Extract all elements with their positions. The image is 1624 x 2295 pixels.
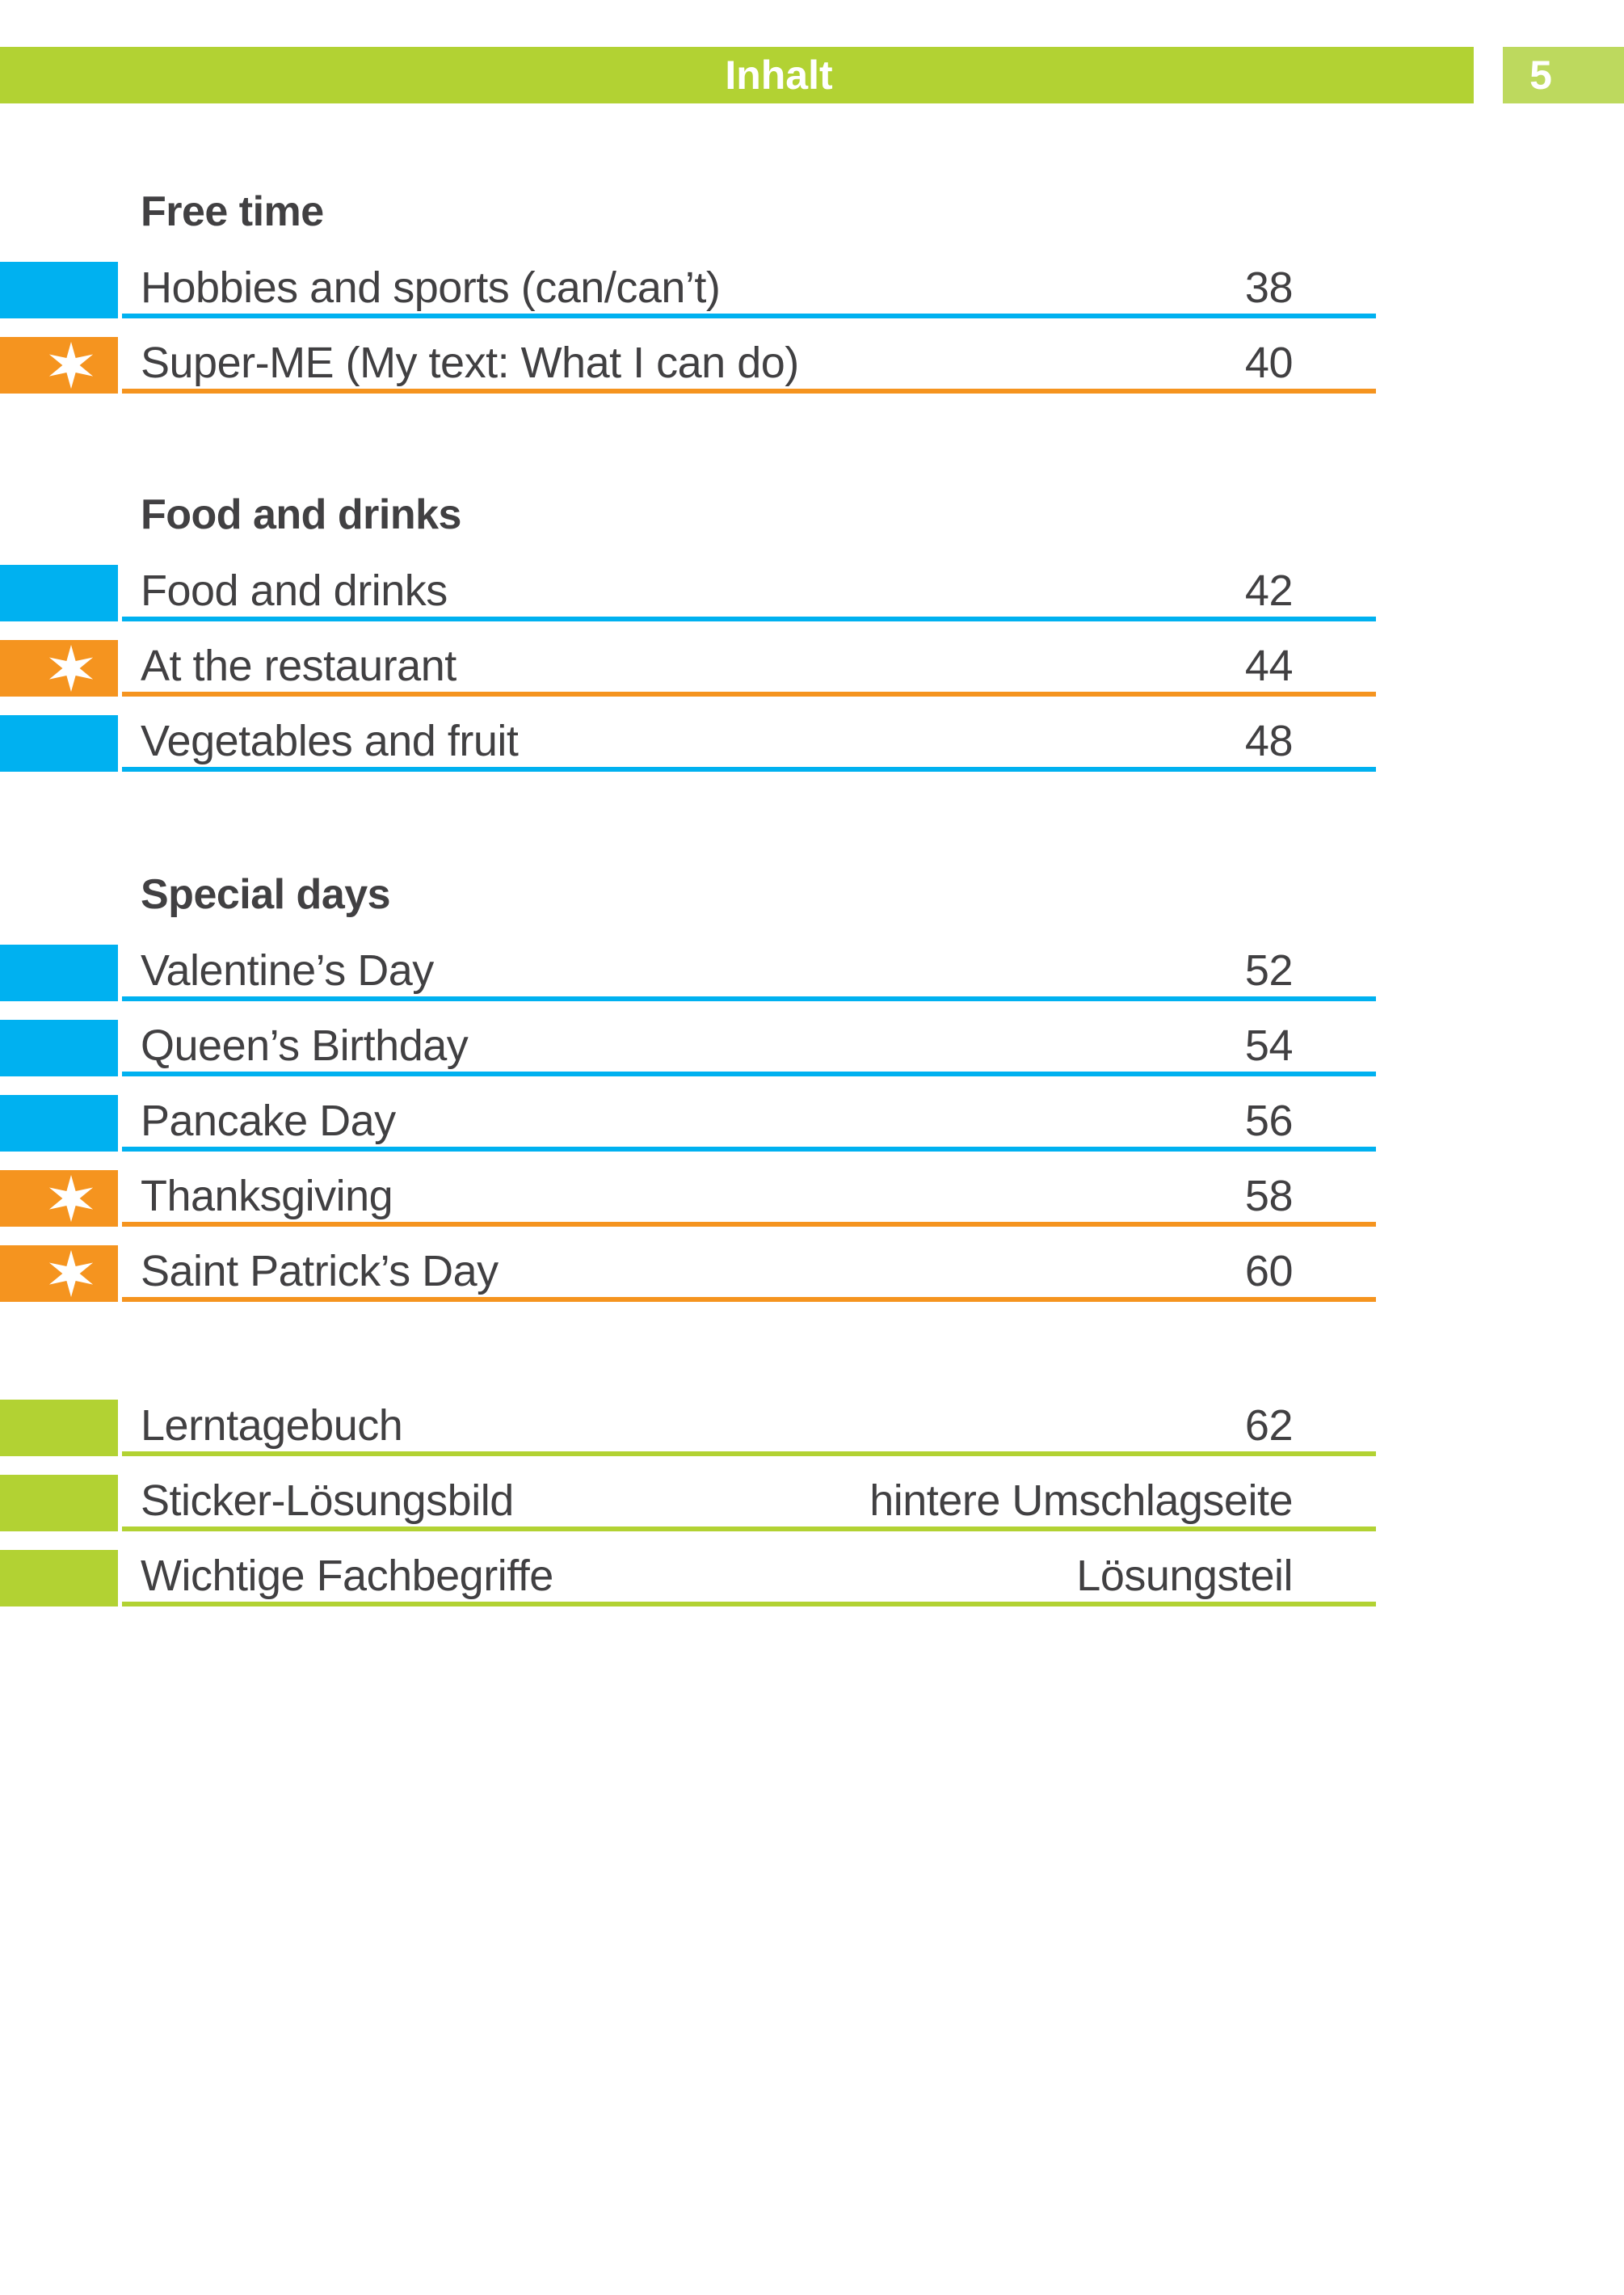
toc-section: Free time Hobbies and sports (can/can’t) 3…: [0, 187, 1376, 412]
color-block: [0, 1170, 118, 1227]
color-block: [0, 640, 118, 697]
toc-section: Lerntagebuch 62 Sticker-Lösungsbild hintere…: [0, 1400, 1376, 1625]
color-block: [0, 1550, 118, 1606]
star-icon: [46, 340, 96, 390]
toc-row: Hobbies and sports (can/can’t) 38: [0, 262, 1376, 318]
row-rule: [122, 996, 1376, 1001]
row-label: Super-ME (My text: What I can do): [141, 339, 799, 387]
color-block: [0, 1020, 118, 1076]
page-title: Inhalt: [725, 53, 833, 98]
row-label: Vegetables and fruit: [141, 717, 519, 765]
toc-row: Saint Patrick’s Day 60: [0, 1245, 1376, 1302]
star-icon: [46, 643, 96, 693]
row-rule: [122, 1297, 1376, 1302]
row-page-value: 40: [1244, 339, 1294, 387]
page-number: 5: [1529, 53, 1552, 98]
row-page-value: Lösungsteil: [1076, 1552, 1293, 1600]
row-rule: [122, 389, 1376, 394]
section-heading: Free time: [141, 188, 324, 235]
row-page-value: 62: [1244, 1401, 1294, 1450]
row-page-value: 52: [1244, 946, 1294, 995]
row-rule: [122, 692, 1376, 697]
row-label: Saint Patrick’s Day: [141, 1247, 499, 1295]
section-heading: Food and drinks: [141, 491, 461, 538]
color-block: [0, 715, 118, 772]
toc-row: At the restaurant 44: [0, 640, 1376, 697]
toc-section: Food and drinks Food and drinks 42 At the r…: [0, 491, 1376, 790]
row-label: Sticker-Lösungsbild: [141, 1476, 514, 1525]
row-rule: [122, 314, 1376, 318]
row-rule: [122, 767, 1376, 772]
color-block: [0, 262, 118, 318]
row-page-value: 60: [1244, 1247, 1294, 1295]
color-block: [0, 565, 118, 621]
row-label: Pancake Day: [141, 1097, 396, 1145]
row-rule: [122, 1222, 1376, 1227]
color-block: [0, 945, 118, 1001]
row-rule: [122, 1451, 1376, 1456]
toc-row: Pancake Day 56: [0, 1095, 1376, 1152]
star-icon: [46, 1173, 96, 1223]
color-block: [0, 1245, 118, 1302]
toc-row: Wichtige Fachbegriffe Lösungsteil: [0, 1550, 1376, 1606]
toc-row: Vegetables and fruit 48: [0, 715, 1376, 772]
row-rule: [122, 1526, 1376, 1531]
color-block: [0, 1095, 118, 1152]
toc-row: Super-ME (My text: What I can do) 40: [0, 337, 1376, 394]
color-block: [0, 337, 118, 394]
row-page-value: 56: [1244, 1097, 1294, 1145]
toc-row: Lerntagebuch 62: [0, 1400, 1376, 1456]
toc-row: Sticker-Lösungsbild hintere Umschlagseite: [0, 1475, 1376, 1531]
header-bar: Inhalt: [0, 47, 1474, 103]
row-rule: [122, 617, 1376, 621]
row-page-value: 54: [1244, 1021, 1294, 1070]
row-label: Food and drinks: [141, 566, 448, 615]
color-block: [0, 1475, 118, 1531]
row-label: Queen’s Birthday: [141, 1021, 469, 1070]
section-heading: Special days: [141, 871, 391, 918]
row-label: At the restaurant: [141, 642, 456, 690]
row-page-value: hintere Umschlagseite: [869, 1476, 1293, 1525]
toc-section: Special days Valentine’s Day 52 Queen’s Bir…: [0, 870, 1376, 1320]
row-page-value: 42: [1244, 566, 1294, 615]
row-label: Wichtige Fachbegriffe: [141, 1552, 553, 1600]
toc-row: Food and drinks 42: [0, 565, 1376, 621]
row-page-value: 38: [1244, 263, 1294, 312]
row-page-value: 58: [1244, 1172, 1294, 1220]
toc-row: Thanksgiving 58: [0, 1170, 1376, 1227]
star-icon: [46, 1249, 96, 1299]
row-page-value: 44: [1244, 642, 1294, 690]
row-rule: [122, 1602, 1376, 1606]
toc-row: Valentine’s Day 52: [0, 945, 1376, 1001]
row-label: Hobbies and sports (can/can’t): [141, 263, 721, 312]
row-page-value: 48: [1244, 717, 1294, 765]
page-number-box: 5: [1503, 47, 1624, 103]
row-label: Valentine’s Day: [141, 946, 434, 995]
row-rule: [122, 1147, 1376, 1152]
row-label: Thanksgiving: [141, 1172, 393, 1220]
toc-row: Queen’s Birthday 54: [0, 1020, 1376, 1076]
color-block: [0, 1400, 118, 1456]
row-rule: [122, 1072, 1376, 1076]
row-label: Lerntagebuch: [141, 1401, 403, 1450]
